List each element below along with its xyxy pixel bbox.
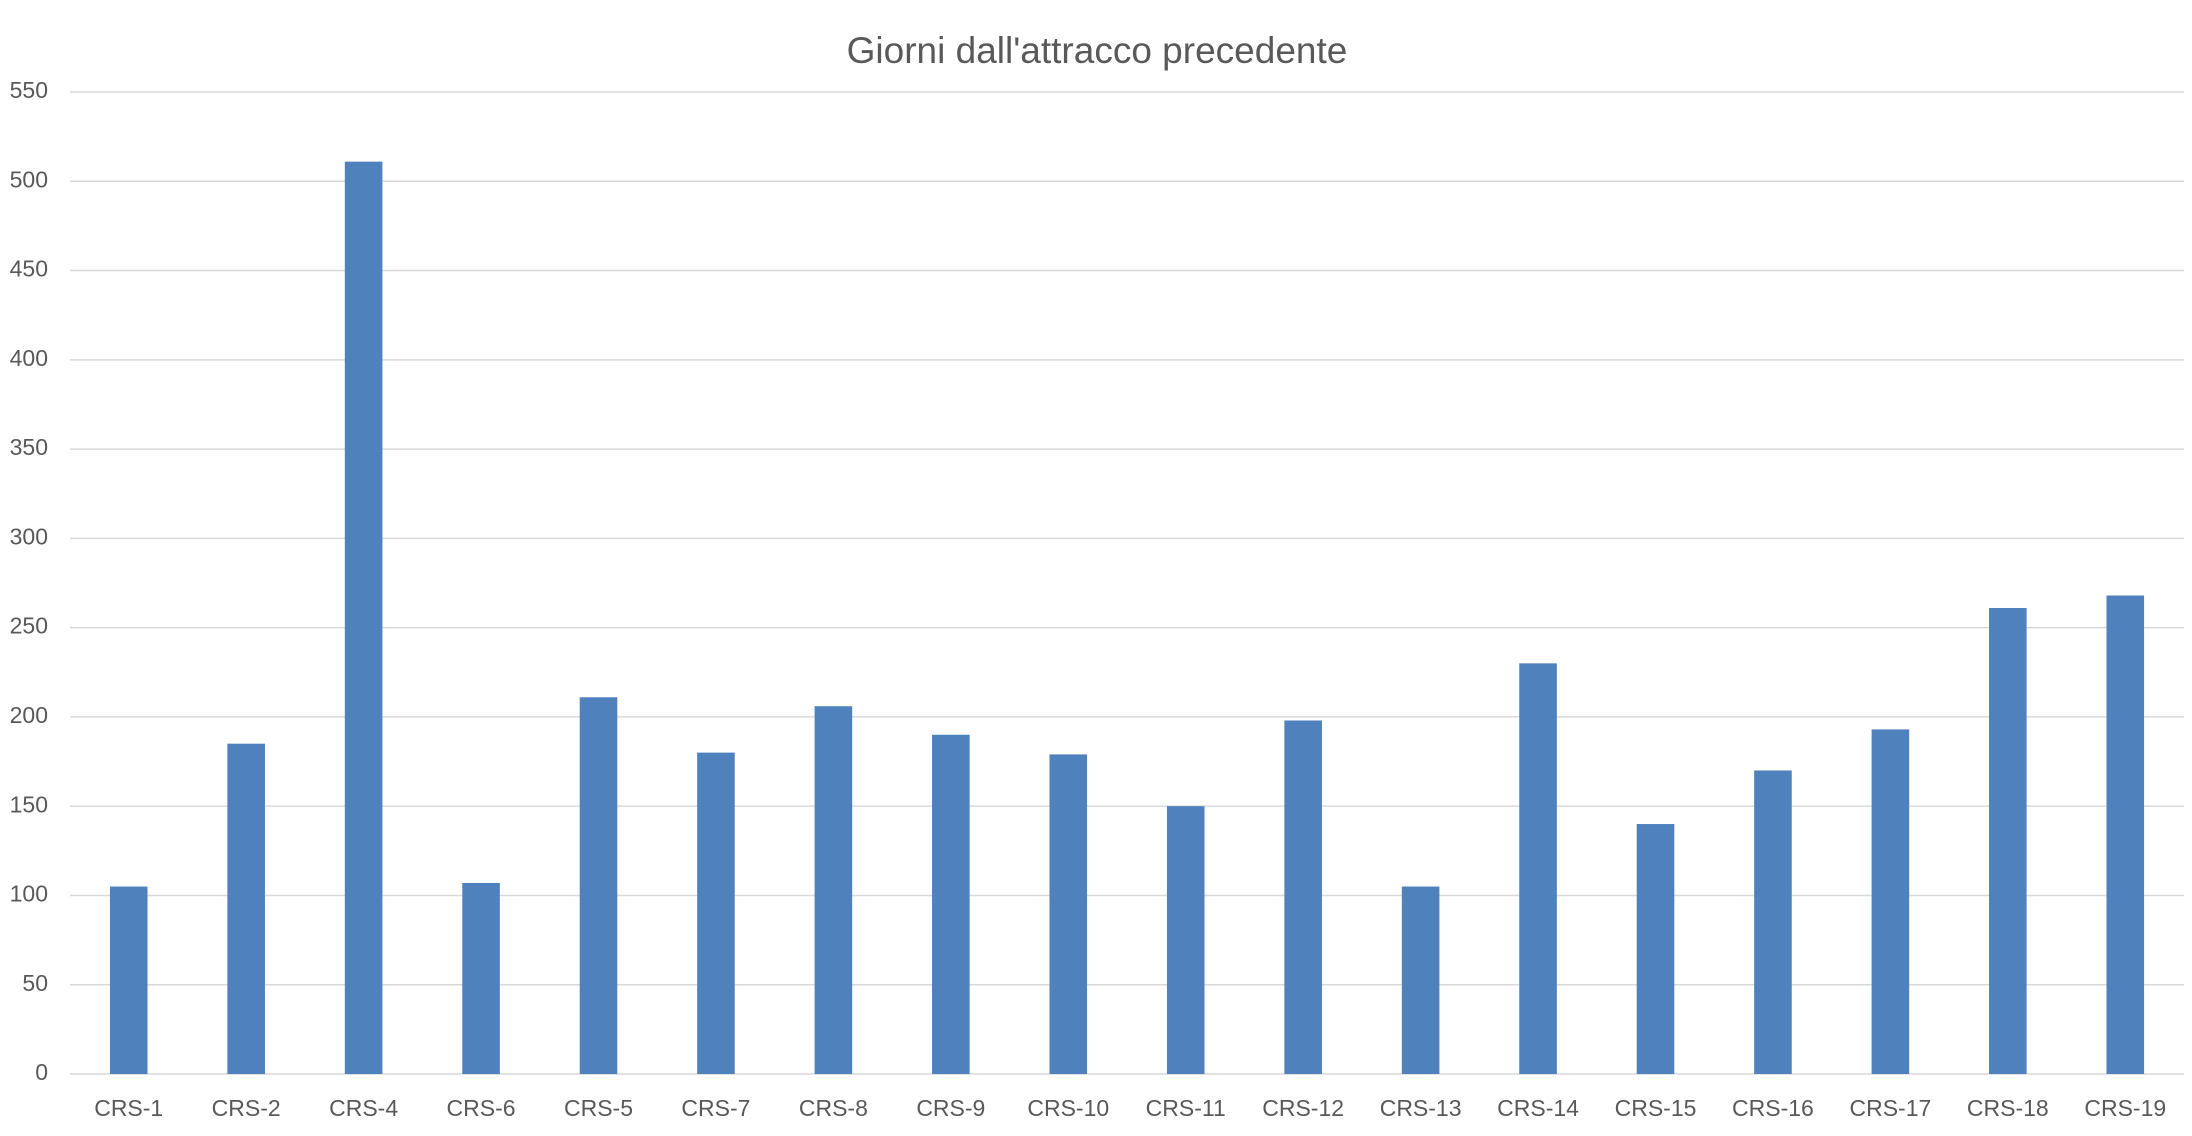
x-tick-label: CRS-13 [1380,1095,1462,1121]
x-tick-label: CRS-14 [1497,1095,1579,1121]
x-tick-label: CRS-11 [1146,1095,1226,1121]
x-tick-label: CRS-18 [1967,1095,2049,1121]
bar [1754,770,1792,1074]
bar [1401,886,1440,1074]
bar [1989,607,2027,1074]
bar [932,734,970,1074]
y-tick-label: 200 [10,702,48,728]
bar [814,706,853,1074]
x-tick-label: CRS-6 [447,1095,516,1121]
y-tick-label: 350 [10,434,48,460]
y-tick-label: 250 [10,613,48,639]
y-tick-label: 550 [10,77,48,103]
x-tick-label: CRS-10 [1027,1095,1109,1121]
bar [1871,729,1910,1074]
bar [109,886,148,1074]
y-tick-label: 100 [10,881,48,907]
bar [1049,754,1088,1074]
x-tick-label: CRS-5 [564,1095,633,1121]
x-tick-label: CRS-4 [329,1095,398,1121]
x-tick-label: CRS-17 [1849,1095,1931,1121]
bar [227,743,265,1074]
bar [1166,806,1205,1074]
x-tick-label: CRS-8 [799,1095,868,1121]
x-tick-label: CRS-1 [94,1095,163,1121]
x-tick-label: CRS-7 [681,1095,750,1121]
x-tick-label: CRS-19 [2084,1095,2166,1121]
bar [1284,720,1322,1074]
x-tick-label: CRS-2 [212,1095,281,1121]
y-tick-label: 400 [10,345,48,371]
x-tick-label: CRS-15 [1615,1095,1697,1121]
y-tick-label: 450 [10,256,48,282]
x-tick-label: CRS-9 [916,1095,985,1121]
y-tick-label: 500 [10,166,48,192]
bar [1636,824,1675,1074]
y-tick-label: 300 [10,523,48,549]
bar [1519,663,1557,1074]
bar [462,882,500,1074]
bar [344,161,383,1075]
bar [579,697,618,1074]
y-tick-label: 50 [22,970,48,996]
y-tick-label: 0 [35,1059,48,1085]
x-tick-label: CRS-12 [1262,1095,1344,1121]
chart-title: Giorni dall'attracco precedente [847,30,1348,71]
y-tick-label: 150 [10,791,48,817]
bar [2106,595,2145,1074]
x-tick-label: CRS-16 [1732,1095,1814,1121]
bar [697,752,735,1074]
